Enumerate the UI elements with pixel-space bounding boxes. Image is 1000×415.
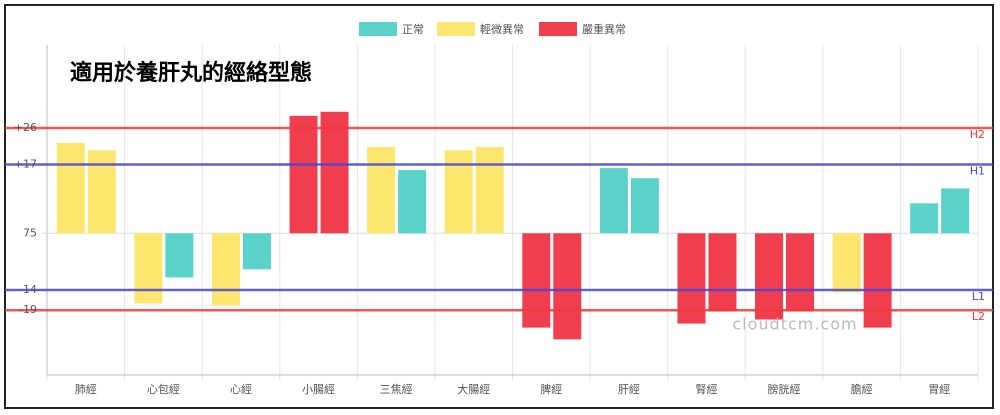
reference-label: L1: [972, 290, 985, 303]
bar: [910, 203, 939, 234]
bar: [755, 233, 784, 320]
legend-label: 輕微異常: [480, 22, 524, 36]
x-tick-label: 膀胱經: [768, 382, 801, 396]
bar: [242, 233, 271, 270]
y-tick-label: -19: [19, 303, 37, 316]
x-tick-label: 膽經: [851, 382, 873, 396]
bar: [398, 170, 427, 234]
reference-label: H1: [970, 164, 985, 177]
bar: [863, 233, 892, 328]
bar: [832, 233, 861, 293]
bar: [522, 233, 551, 328]
y-tick-label: +26: [14, 121, 37, 134]
legend-swatch: [539, 22, 577, 36]
bar: [599, 168, 628, 234]
bar: [786, 233, 815, 312]
legend-swatch: [359, 22, 397, 36]
bar: [211, 233, 240, 306]
bar: [941, 188, 970, 234]
bar: [134, 233, 163, 304]
bar: [630, 178, 659, 234]
legend-label: 正常: [402, 23, 424, 36]
reference-label: H2: [970, 128, 985, 141]
x-tick-label: 大腸經: [457, 382, 490, 396]
reference-label: L2: [972, 310, 985, 323]
x-tick-label: 三焦經: [380, 382, 413, 396]
bar: [289, 115, 318, 234]
bar: [553, 233, 582, 340]
y-tick-label: +17: [14, 157, 37, 170]
bar: [475, 147, 504, 234]
bar: [367, 147, 396, 234]
x-tick-label: 胃經: [928, 382, 950, 396]
bar: [444, 150, 473, 234]
bar: [708, 233, 737, 312]
legend-label: 嚴重異常: [582, 22, 626, 36]
bar: [165, 233, 194, 278]
watermark: cloudtcm.com: [732, 315, 857, 334]
x-tick-label: 腎經: [695, 382, 717, 396]
x-tick-label: 肺經: [75, 382, 97, 396]
x-tick-label: 小腸經: [302, 382, 335, 396]
y-tick-label: -14: [19, 283, 37, 296]
y-tick-label: 75: [23, 226, 37, 239]
x-tick-label: 脾經: [540, 382, 562, 396]
bar: [677, 233, 706, 324]
chart-title: 適用於養肝丸的經絡型態: [70, 60, 312, 86]
bar: [87, 150, 116, 234]
legend-swatch: [437, 22, 475, 36]
x-tick-label: 肝經: [618, 382, 640, 396]
bar: [56, 142, 85, 234]
x-tick-label: 心包經: [147, 382, 180, 396]
x-tick-label: 心經: [230, 382, 252, 396]
bar: [320, 111, 349, 234]
